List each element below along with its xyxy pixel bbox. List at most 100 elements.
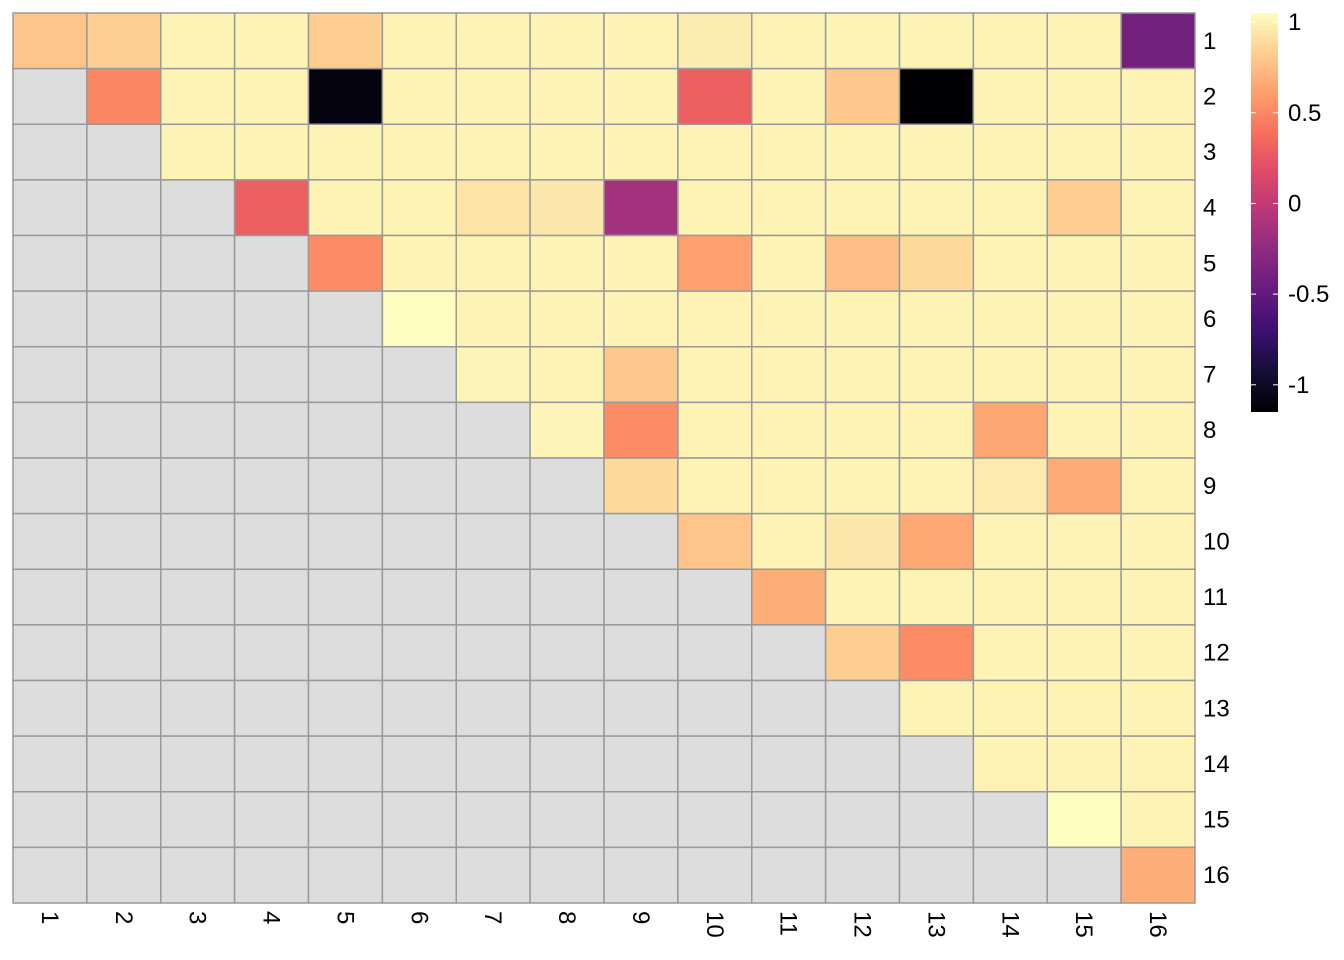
heatmap-cell [381,568,457,626]
heatmap-cell [233,735,310,793]
heatmap-cell [898,123,975,181]
heatmap-cell [455,457,531,515]
heatmap-cell [307,12,384,70]
heatmap-cell [160,457,236,515]
heatmap-cell [307,568,384,626]
heatmap-cell [1120,179,1196,237]
heatmap-cell [677,401,753,459]
heatmap-cell [1120,568,1196,626]
heatmap-cell [1120,123,1196,181]
heatmap-cell [1120,290,1196,348]
heatmap-cell [972,624,1048,682]
heatmap-cell [898,624,975,682]
heatmap-cell [455,12,531,70]
heatmap-cell [824,234,901,292]
heatmap-cell [603,568,679,626]
column-label: 13 [922,911,949,938]
heatmap-cell [603,679,679,737]
heatmap-cell [751,791,827,849]
heatmap-cell [160,234,236,292]
heatmap-cell [677,512,753,570]
row-label: 2 [1203,83,1216,110]
heatmap-cell [160,346,236,404]
heatmap-cell [160,568,236,626]
heatmap-cell [603,67,679,125]
heatmap-cell [824,679,901,737]
row-label: 14 [1203,751,1230,778]
heatmap-cell [1046,67,1122,125]
heatmap-cell [12,179,88,237]
heatmap-cell [603,624,679,682]
row-label: 12 [1203,640,1230,667]
heatmap-cell [677,791,753,849]
heatmap-cell [751,512,827,570]
heatmap-cell [381,846,457,904]
legend-ticks: 1 0.5 0 -0.5 -1 [1251,9,1329,399]
heatmap-cell [603,735,679,793]
heatmap-cell [603,457,679,515]
heatmap-cell [12,12,88,70]
heatmap-cell [307,179,384,237]
heatmap-cell [1120,234,1196,292]
heatmap-cell [603,401,679,459]
heatmap-cell [307,67,384,125]
heatmap-cell [233,457,310,515]
heatmap-cell [1046,234,1122,292]
heatmap-cell [1046,791,1122,849]
heatmap-cell [381,679,457,737]
heatmap-cell [307,679,384,737]
heatmap-cell [86,457,162,515]
column-label: 10 [701,911,728,938]
heatmap-cell [86,12,162,70]
heatmap-cell [1120,12,1196,70]
heatmap-cell [898,512,975,570]
heatmap-cell [972,12,1048,70]
heatmap-cell [381,512,457,570]
heatmap-cell [603,12,679,70]
heatmap-cell [1120,457,1196,515]
heatmap-cell [233,67,310,125]
heatmap-cell [824,346,901,404]
heatmap-cell [751,123,827,181]
heatmap-cell [12,457,88,515]
heatmap-cell [86,401,162,459]
heatmap-cell [12,234,88,292]
heatmap-cell [677,568,753,626]
heatmap-cell [86,679,162,737]
heatmap-cell [12,679,88,737]
legend-colorbar [1251,13,1278,412]
heatmap-cell [1046,624,1122,682]
column-label: 3 [184,911,211,924]
heatmap-cell [455,290,531,348]
heatmap-cell [824,457,901,515]
heatmap-cell [86,568,162,626]
heatmap-cell [381,67,457,125]
heatmap-cell [12,512,88,570]
heatmap-cell [233,179,310,237]
column-label: 5 [331,911,358,924]
heatmap-cell [529,846,605,904]
heatmap-cell [529,735,605,793]
heatmap-cell [307,290,384,348]
heatmap-cell [1120,67,1196,125]
column-label: 14 [996,911,1023,938]
heatmap-cell [898,846,975,904]
heatmap-cell [824,735,901,793]
heatmap-cell [824,179,901,237]
heatmap-cell [12,346,88,404]
column-label: 16 [1144,911,1171,938]
heatmap-cell [677,179,753,237]
heatmap-cell [86,846,162,904]
heatmap-cell [898,401,975,459]
heatmap-cell [824,123,901,181]
column-label: 7 [479,911,506,924]
heatmap-cell [972,401,1048,459]
heatmap-cell [898,457,975,515]
heatmap-cell [86,791,162,849]
heatmap-cell [1120,735,1196,793]
heatmap-cell [972,290,1048,348]
heatmap-cell [898,234,975,292]
heatmap-cell [603,346,679,404]
heatmap-cell [972,679,1048,737]
